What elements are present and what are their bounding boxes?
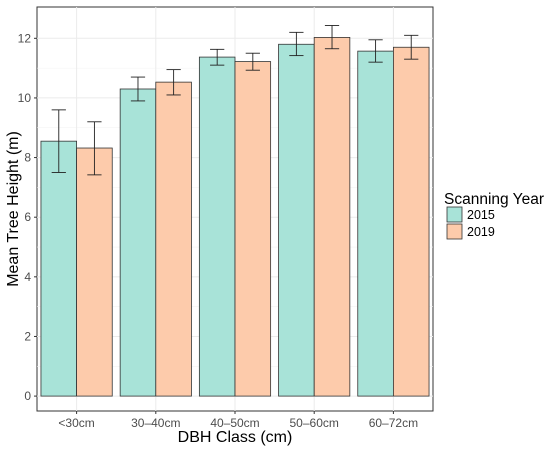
- y-axis-title: Mean Tree Height (m): [5, 131, 22, 287]
- bar-2019-4: [392, 46, 430, 397]
- x-axis-title: DBH Class (cm): [178, 429, 293, 446]
- bar-2015-1: [119, 88, 157, 397]
- y-tick-label: 2: [24, 329, 31, 343]
- y-tick-label: 12: [18, 31, 32, 45]
- y-tick-label: 6: [24, 210, 31, 224]
- y-tick-label: 8: [24, 151, 31, 165]
- x-tick-label: 30–40cm: [131, 416, 180, 430]
- y-tick-label: 4: [24, 270, 31, 284]
- x-tick-label: 40–50cm: [210, 416, 259, 430]
- legend-key-2015: [446, 206, 463, 223]
- legend-key-2019: [446, 223, 463, 240]
- x-axis: <30cm 30–40cm 40–50cm 50–60cm 60–72cm: [58, 411, 418, 430]
- bar-2015-2: [198, 56, 236, 397]
- bars: [40, 37, 430, 397]
- legend-label-2019: 2019: [467, 225, 495, 239]
- error-bars: [51, 25, 419, 176]
- x-tick-label: 60–72cm: [369, 416, 418, 430]
- bar-2015-4: [357, 50, 394, 397]
- bar-2019-1: [155, 81, 192, 397]
- y-tick-label: 0: [24, 389, 31, 403]
- x-tick-label: 50–60cm: [290, 416, 339, 430]
- x-tick-label: <30cm: [58, 416, 94, 430]
- bar-2015-3: [278, 43, 315, 397]
- y-axis: 0 2 4 6 8 10 12: [18, 31, 37, 403]
- bar-2019-2: [234, 61, 272, 397]
- bar-2019-3: [313, 37, 351, 397]
- legend-title: Scanning Year: [444, 191, 544, 208]
- legend-label-2015: 2015: [467, 208, 495, 222]
- legend: Scanning Year 2015 2019: [444, 191, 544, 240]
- y-tick-label: 10: [18, 91, 32, 105]
- bar-2019-0: [76, 147, 113, 397]
- bar-2015-0: [40, 140, 77, 397]
